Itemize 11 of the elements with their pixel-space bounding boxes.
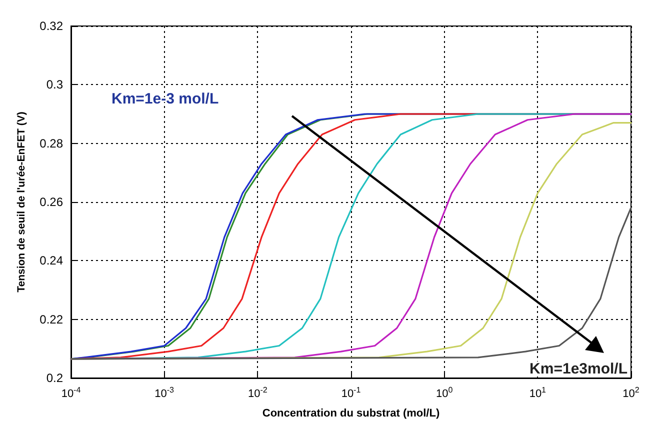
y-tick-label: 0.28 [40, 136, 64, 150]
y-tick-label: 0.32 [40, 19, 64, 33]
x-axis-title: Concentration du substrat (mol/L) [262, 408, 440, 420]
y-tick-label: 0.26 [40, 195, 64, 209]
y-tick-label: 0.22 [40, 312, 64, 326]
y-tick-label: 0.3 [46, 78, 64, 92]
y-tick-label: 0.2 [46, 371, 64, 385]
y-tick-label: 0.24 [40, 254, 64, 268]
y-axis-title: Tension de seuil de l'urée-EnFET (V) [16, 112, 28, 292]
annotation: Km=1e3mol/L [530, 360, 628, 378]
annotation: Km=1e-3 mol/L [112, 90, 219, 108]
